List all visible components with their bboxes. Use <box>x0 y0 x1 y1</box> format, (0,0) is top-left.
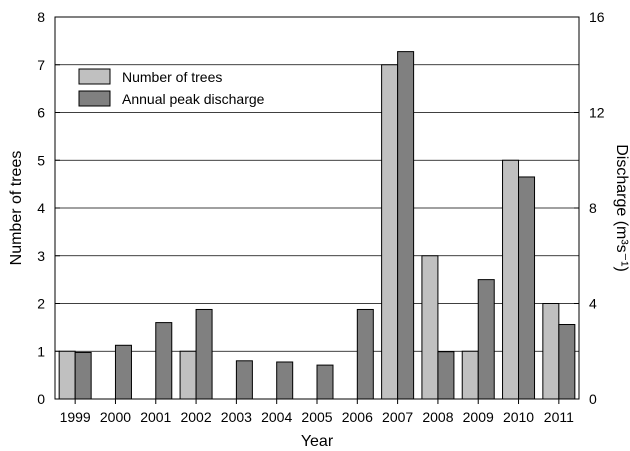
left-tick-label-3: 3 <box>37 248 45 264</box>
bar-discharge-2004 <box>276 361 294 400</box>
left-tick-label-5: 5 <box>37 152 45 168</box>
x-tick-label-2008: 2008 <box>422 409 453 425</box>
legend-label-number-of-trees: Number of trees <box>122 69 222 85</box>
x-tick-label-2007: 2007 <box>382 409 413 425</box>
legend: Number of trees Annual peak discharge <box>78 68 265 107</box>
bar-discharge-2011 <box>558 324 576 400</box>
right-y-axis-title: Discharge (m³s⁻¹) <box>613 144 630 272</box>
x-tick-label-2003: 2003 <box>221 409 252 425</box>
x-tick-label-2000: 2000 <box>100 409 131 425</box>
bar-discharge-2008 <box>437 351 455 400</box>
ticks <box>55 16 579 404</box>
legend-label-annual-peak-discharge: Annual peak discharge <box>122 91 265 107</box>
x-tick-label-2006: 2006 <box>342 409 373 425</box>
right-tick-label-4: 4 <box>589 296 597 312</box>
bar-trees-2009 <box>461 350 479 400</box>
bar-discharge-2002 <box>195 308 213 400</box>
legend-swatch-annual-peak-discharge <box>78 90 111 107</box>
left-tick-label-7: 7 <box>37 57 45 73</box>
right-tick-label-8: 8 <box>589 200 597 216</box>
x-tick-label-2011: 2011 <box>544 409 574 425</box>
bar-discharge-2009 <box>477 279 495 400</box>
x-tick-label-1999: 1999 <box>60 409 91 425</box>
x-tick-label-2002: 2002 <box>180 409 211 425</box>
bar-trees-2010 <box>502 159 520 400</box>
bar-discharge-2001 <box>155 322 173 400</box>
left-tick-label-4: 4 <box>37 200 45 216</box>
left-tick-label-8: 8 <box>37 9 45 25</box>
x-tick-label-2009: 2009 <box>463 409 494 425</box>
x-axis-title: Year <box>301 433 334 450</box>
bars <box>58 51 576 400</box>
bar-trees-2002 <box>179 350 197 400</box>
x-tick-label-2010: 2010 <box>503 409 534 425</box>
x-tick-label-2001: 2001 <box>140 409 171 425</box>
bar-discharge-1999 <box>74 351 92 400</box>
gridlines <box>55 64 579 352</box>
x-tick-label-2004: 2004 <box>261 409 292 425</box>
left-tick-label-2: 2 <box>37 296 45 312</box>
bar-discharge-2000 <box>114 344 132 400</box>
bar-discharge-2010 <box>518 176 536 400</box>
bar-discharge-2005 <box>316 364 334 400</box>
bar-discharge-2007 <box>397 51 415 400</box>
left-tick-label-1: 1 <box>37 343 45 359</box>
right-tick-label-12: 12 <box>589 105 605 121</box>
left-tick-label-0: 0 <box>37 391 45 407</box>
left-tick-label-6: 6 <box>37 105 45 121</box>
right-tick-label-0: 0 <box>589 391 597 407</box>
bar-discharge-2006 <box>356 308 374 400</box>
bar-trees-2007 <box>381 64 399 400</box>
bar-trees-2011 <box>542 303 560 400</box>
bar-trees-2008 <box>421 255 439 400</box>
left-y-axis-title: Number of trees <box>8 151 25 266</box>
legend-swatch-number-of-trees <box>78 68 111 85</box>
bar-trees-1999 <box>58 350 76 400</box>
bar-discharge-2003 <box>235 360 253 400</box>
x-tick-label-2005: 2005 <box>301 409 332 425</box>
right-tick-label-16: 16 <box>589 9 605 25</box>
